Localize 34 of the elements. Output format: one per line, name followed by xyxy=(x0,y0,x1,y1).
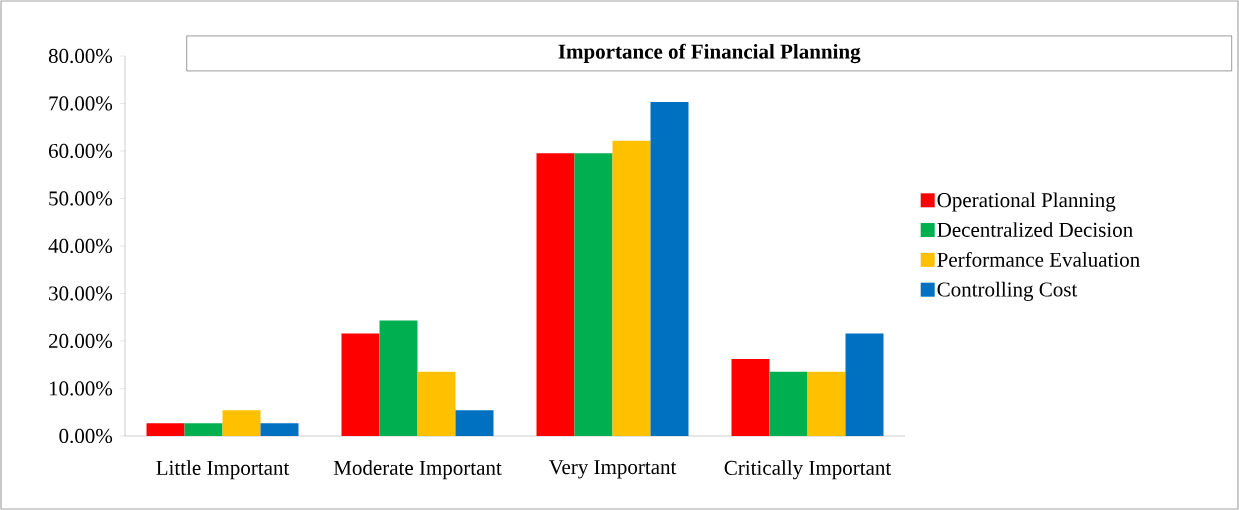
y-tick-label: 0.00% xyxy=(59,428,113,444)
bar xyxy=(184,423,223,436)
bar xyxy=(807,371,846,436)
bar xyxy=(222,410,261,436)
legend-label: Controlling Cost xyxy=(937,281,1078,301)
bar xyxy=(612,140,651,436)
bar xyxy=(146,423,185,436)
legend-label: Performance Evaluation xyxy=(937,251,1140,267)
y-tick-label: 50.00% xyxy=(49,191,113,206)
bar xyxy=(455,410,494,436)
bar xyxy=(379,320,418,436)
y-tick-label: 20.00% xyxy=(48,333,113,349)
legend-label: Operational Planning xyxy=(937,192,1116,212)
bar xyxy=(650,102,689,436)
chart-title: Importance of Financial Planning xyxy=(558,43,861,64)
bar xyxy=(341,333,380,436)
bar xyxy=(574,153,613,436)
y-tick-label: 80.00% xyxy=(48,48,113,64)
bar xyxy=(731,359,770,436)
bar xyxy=(536,153,575,436)
x-tick-label: Little Important xyxy=(156,460,290,480)
legend-label: Decentralized Decision xyxy=(937,222,1133,237)
x-tick-label: Very Important xyxy=(548,460,677,479)
y-tick-label: 40.00% xyxy=(48,238,113,254)
bar xyxy=(417,371,456,436)
x-tick-label: Moderate Important xyxy=(333,460,502,480)
y-tick-label: 70.00% xyxy=(49,96,113,111)
x-tick-label: Critically Important xyxy=(724,460,892,480)
bar xyxy=(769,371,808,436)
y-tick-label: 30.00% xyxy=(49,286,113,301)
bar xyxy=(845,333,884,436)
y-tick-label: 10.00% xyxy=(49,381,113,396)
y-tick-label: 60.00% xyxy=(48,143,113,159)
bar xyxy=(260,423,299,436)
